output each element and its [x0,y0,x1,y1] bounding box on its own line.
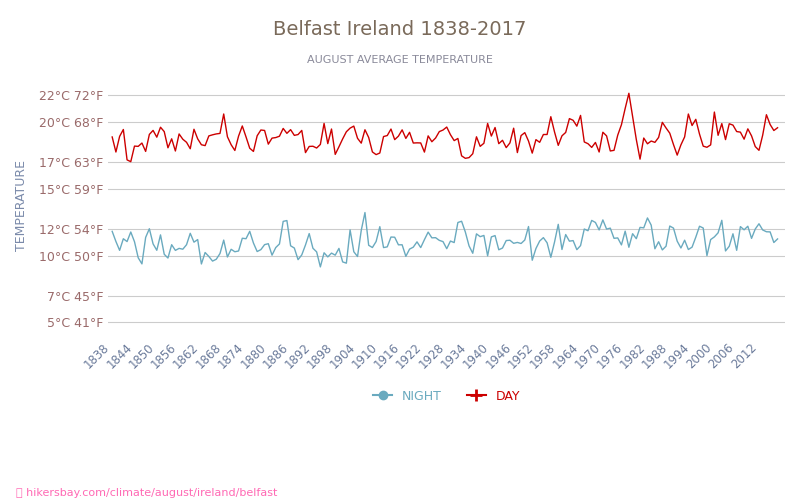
Text: ⌖ hikersbay.com/climate/august/ireland/belfast: ⌖ hikersbay.com/climate/august/ireland/b… [16,488,278,498]
Text: Belfast Ireland 1838-2017: Belfast Ireland 1838-2017 [274,20,526,39]
Text: AUGUST AVERAGE TEMPERATURE: AUGUST AVERAGE TEMPERATURE [307,55,493,65]
Legend: NIGHT, DAY: NIGHT, DAY [368,384,525,407]
Y-axis label: TEMPERATURE: TEMPERATURE [15,160,28,251]
